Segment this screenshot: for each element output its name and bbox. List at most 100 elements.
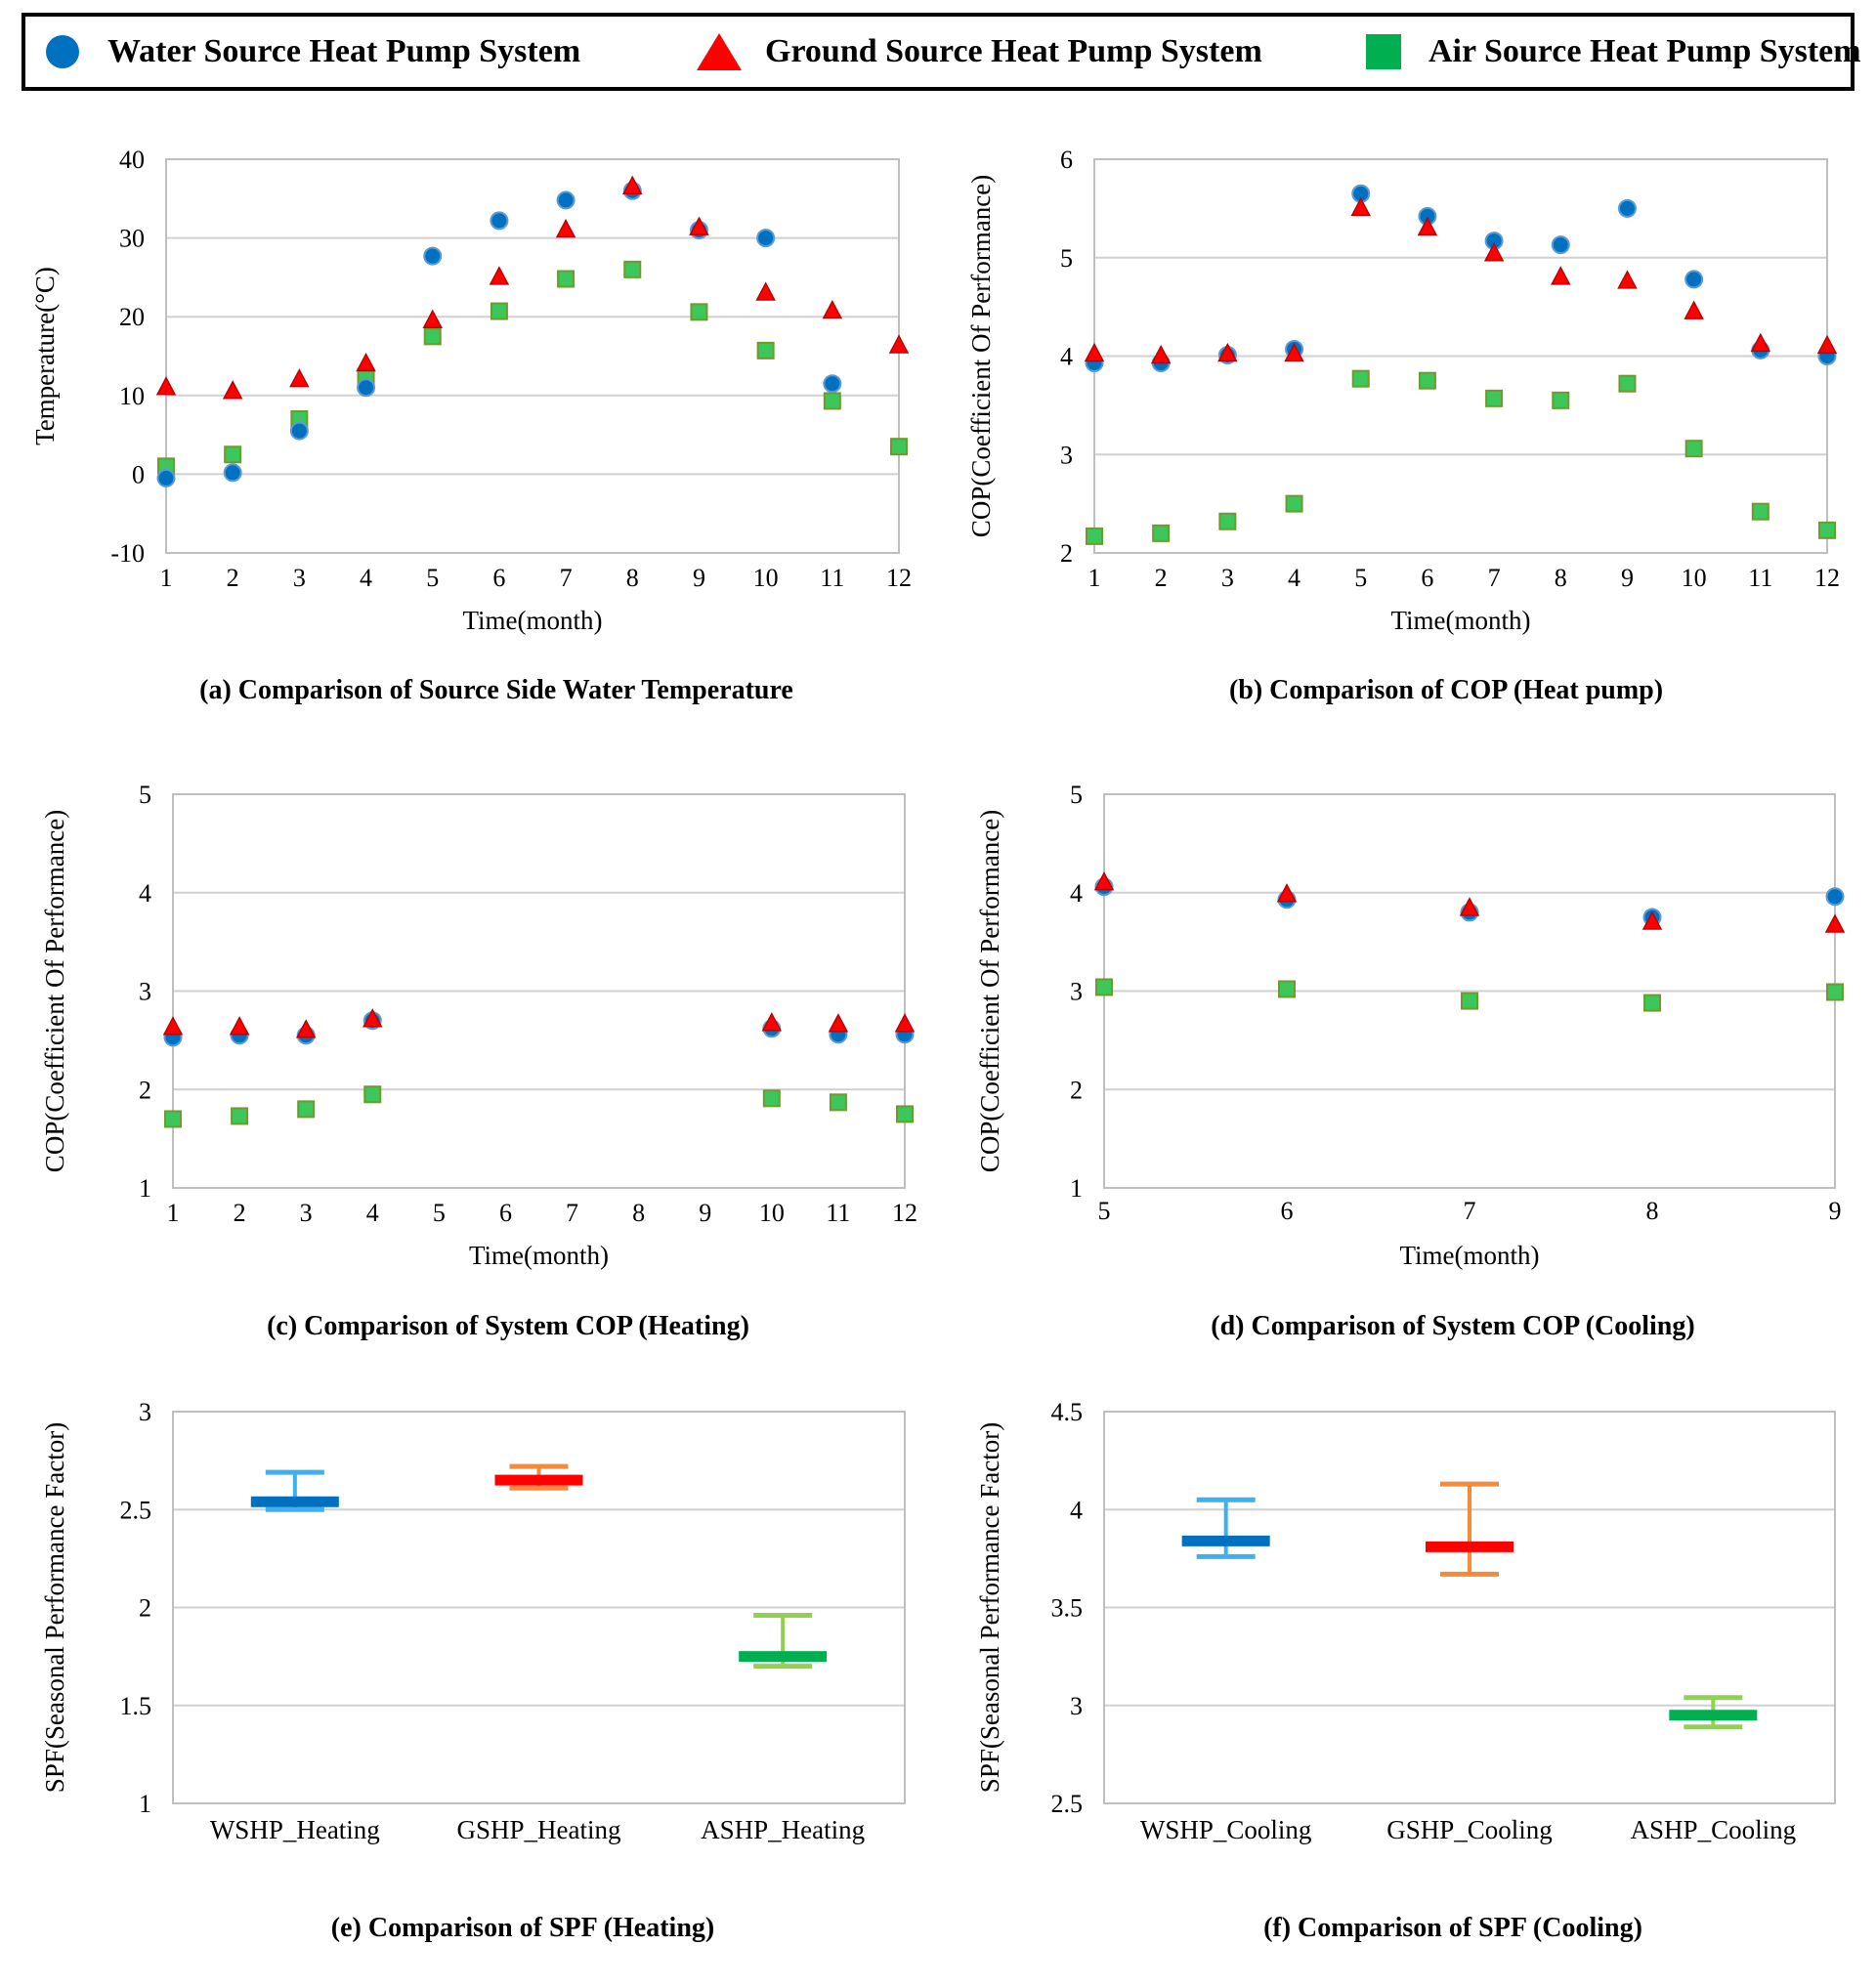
chart-title: (f) Comparison of SPF (Cooling) (1263, 1913, 1642, 1943)
wshp-point (156, 468, 176, 487)
y-tick-label: 3.5 (1051, 1594, 1084, 1623)
x-tick-label: 4 (366, 1199, 379, 1227)
x-tick-label: 4 (360, 564, 372, 592)
gshp-point (1284, 342, 1304, 362)
x-axis-title: Time(month) (469, 1241, 609, 1270)
x-tick-label: 12 (1814, 564, 1840, 592)
x-tick-label: 7 (1464, 1197, 1476, 1225)
y-tick-label: 2 (1060, 539, 1073, 568)
gshp-point (1684, 300, 1704, 319)
y-tick-label: 2.5 (1051, 1790, 1084, 1818)
category-label: ASHP_Cooling (1631, 1815, 1797, 1844)
wshp-point (289, 421, 309, 441)
gshp-point (155, 376, 177, 396)
ashp-point (231, 1107, 249, 1125)
y-tick-label: 1 (139, 1174, 151, 1203)
gshp-point (555, 218, 576, 238)
gshp-point (229, 1016, 250, 1036)
x-tick-label: 10 (1682, 564, 1707, 592)
y-axis-title: COP(Coefficient Of Performance) (966, 175, 996, 537)
x-axis-title: Time(month) (1399, 1241, 1539, 1270)
y-tick-label: -10 (110, 539, 145, 568)
ashp-point (890, 438, 908, 456)
x-tick-label: 9 (693, 564, 705, 592)
y-tick-label: 1 (1070, 1174, 1083, 1203)
category-label: WSHP_Cooling (1140, 1815, 1312, 1844)
x-axis-title: Time(month) (462, 606, 602, 635)
wshp-point (1825, 887, 1845, 907)
gshp-point (1750, 332, 1771, 353)
legend-item-wshp: Water Source Heat Pump System (43, 17, 580, 87)
ashp-point (623, 260, 642, 278)
ashp-point (1152, 524, 1171, 542)
y-tick-label: 5 (1060, 244, 1073, 273)
x-tick-label: 7 (560, 564, 573, 592)
y-tick-label: 3 (1070, 978, 1083, 1006)
x-tick-label: 12 (886, 564, 912, 592)
y-tick-label: 5 (139, 781, 151, 809)
blue-circle-icon (46, 35, 79, 68)
x-tick-label: 9 (1829, 1197, 1842, 1225)
x-tick-label: 11 (820, 564, 844, 592)
gshp-point (222, 380, 243, 400)
y-tick-label: 5 (1070, 781, 1083, 809)
y-tick-label: 3 (1070, 1692, 1083, 1720)
chart-title: (b) Comparison of COP (Heat pump) (1229, 675, 1663, 705)
x-tick-label: 8 (1646, 1197, 1659, 1225)
legend-item-ashp: Air Source Heat Pump System (1364, 17, 1861, 87)
red-triangle-icon (697, 33, 742, 70)
wshp-point (1684, 270, 1704, 289)
gshp-point (1350, 196, 1371, 217)
ashp-point (1485, 389, 1504, 407)
chart-title: (e) Comparison of SPF (Heating) (331, 1913, 714, 1943)
wshp-point (556, 190, 576, 210)
x-tick-label: 5 (1354, 564, 1367, 592)
x-tick-label: 10 (753, 564, 779, 592)
y-tick-label: 40 (119, 146, 145, 174)
ashp-point (363, 1085, 382, 1104)
x-tick-label: 3 (300, 1199, 313, 1227)
gshp-point (1816, 334, 1838, 355)
plot-border (1103, 1411, 1836, 1804)
ashp-point (1818, 521, 1836, 539)
ashp-point (423, 327, 442, 346)
chart-title: (a) Comparison of Source Side Water Temp… (199, 675, 793, 705)
gshp-point (1642, 910, 1663, 930)
ashp-point (1461, 992, 1478, 1010)
legend-label-wshp: Water Source Heat Pump System (107, 33, 581, 69)
y-tick-label: 2 (139, 1076, 151, 1104)
gshp-point (162, 1016, 184, 1036)
plot-border (165, 158, 900, 554)
y-axis-title: SPF(Seasonal Performance Factor) (975, 1422, 1004, 1793)
ashp-point (1351, 369, 1370, 388)
x-tick-label: 3 (293, 564, 306, 592)
gshp-point (1150, 344, 1172, 364)
category-label: ASHP_Heating (701, 1815, 865, 1844)
ashp-point (756, 341, 775, 360)
y-tick-label: 10 (119, 382, 145, 410)
x-tick-label: 7 (566, 1199, 578, 1227)
x-tick-label: 12 (892, 1199, 917, 1227)
x-tick-label: 2 (1155, 564, 1168, 592)
gshp-point (755, 281, 776, 301)
category-label: WSHP_Heating (210, 1815, 380, 1844)
x-tick-label: 6 (499, 1199, 512, 1227)
wshp-point (357, 378, 376, 398)
ashp-point (164, 1110, 182, 1128)
ashp-point (1086, 527, 1103, 545)
x-tick-label: 9 (699, 1199, 711, 1227)
ashp-point (297, 1100, 316, 1119)
chart-b: 2 3 4 5 6 COP(Coefficient Of Performance) (b) … (966, 146, 1840, 705)
x-tick-label: 2 (234, 1199, 246, 1227)
gshp-point (289, 368, 310, 388)
x-tick-label: 8 (1555, 564, 1567, 592)
y-tick-label: 2.5 (120, 1496, 152, 1524)
gshp-point (1824, 913, 1846, 933)
wshp-point (423, 246, 443, 266)
gshp-point (362, 1008, 383, 1028)
gshp-point (1217, 342, 1238, 362)
category-label: GSHP_Heating (457, 1815, 621, 1844)
wshp-point (490, 211, 509, 231)
y-tick-label: 2 (139, 1594, 151, 1623)
y-tick-label: 4 (1070, 1496, 1083, 1524)
